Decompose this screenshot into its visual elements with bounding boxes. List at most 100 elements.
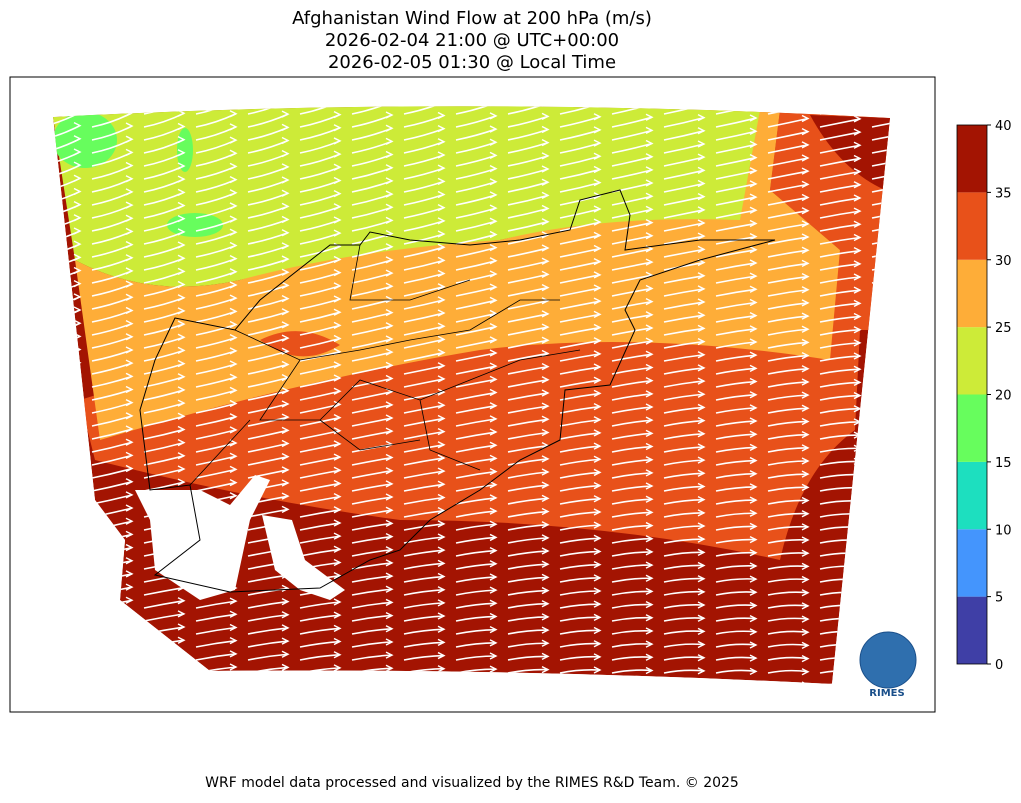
streamline: [351, 351, 393, 362]
arrowhead: [593, 139, 602, 147]
streamline: [663, 156, 705, 167]
streamline: [53, 322, 81, 336]
streamline: [715, 380, 757, 388]
streamline: [195, 442, 237, 453]
arrowhead: [541, 428, 550, 437]
arrowhead: [853, 286, 862, 294]
arrowhead: [801, 351, 810, 360]
streamline: [143, 547, 185, 557]
streamline: [715, 222, 757, 232]
arrowhead: [853, 352, 862, 360]
streamline: [767, 341, 809, 349]
streamline: [299, 495, 341, 505]
arrowhead: [801, 562, 810, 571]
arrowhead: [906, 393, 912, 399]
streamline: [559, 484, 601, 492]
streamline: [767, 643, 809, 648]
arrowhead: [697, 258, 706, 267]
streamline: [403, 106, 445, 115]
arrowhead: [281, 466, 290, 474]
arrowhead: [385, 348, 394, 356]
arrowhead: [437, 111, 446, 120]
streamline: [53, 520, 81, 531]
arrowhead: [73, 517, 82, 525]
arrowhead: [697, 298, 706, 306]
arrowhead: [281, 584, 290, 593]
streamline: [819, 249, 861, 258]
tick-label: 10: [995, 523, 1012, 538]
arrowhead: [229, 413, 238, 421]
streamline: [247, 627, 289, 635]
streamline: [715, 578, 757, 583]
streamline: [351, 404, 393, 414]
arrowhead: [385, 256, 394, 264]
arrowhead: [645, 403, 654, 411]
arrowhead: [229, 571, 238, 579]
streamline: [871, 276, 890, 284]
arrowhead: [125, 675, 134, 683]
arrowhead: [229, 597, 238, 605]
colorbar-segment: [957, 192, 987, 260]
arrowhead: [593, 481, 602, 490]
arrowhead: [853, 563, 862, 571]
arrowhead: [749, 535, 758, 544]
arrowhead: [385, 677, 394, 684]
arrowhead: [906, 327, 912, 333]
arrowhead: [333, 387, 342, 395]
streamline: [195, 587, 237, 596]
arrowhead: [541, 349, 550, 358]
streamline: [663, 106, 705, 115]
arrowhead: [593, 376, 602, 384]
streamline: [819, 276, 861, 284]
arrowhead: [906, 274, 912, 280]
streamline: [299, 522, 341, 531]
streamline: [455, 615, 497, 622]
arrowhead: [333, 466, 342, 474]
streamline: [53, 335, 81, 349]
arrowhead: [489, 639, 498, 647]
streamline: [507, 616, 549, 622]
arrowhead: [541, 283, 550, 292]
arrowhead: [645, 640, 654, 648]
arrowhead: [385, 651, 394, 659]
arrowhead: [697, 193, 706, 201]
arrowhead: [749, 615, 758, 623]
streamline: [299, 627, 341, 635]
streamline: [767, 552, 809, 557]
arrowhead: [749, 601, 758, 610]
streamline: [871, 106, 890, 115]
arrowhead: [73, 424, 82, 433]
arrowhead: [177, 267, 186, 275]
arrowhead: [853, 378, 862, 387]
streamline: [507, 655, 549, 661]
arrowhead: [229, 399, 238, 408]
arrowhead: [645, 258, 654, 266]
arrowhead: [645, 666, 654, 675]
streamline: [559, 432, 601, 440]
streamline: [143, 599, 185, 609]
streamline: [351, 469, 393, 479]
arrowhead: [645, 297, 654, 306]
streamline: [455, 352, 497, 362]
arrowhead: [697, 627, 706, 636]
arrowhead: [385, 124, 394, 132]
arrowhead: [593, 402, 602, 411]
colorbar-segment: [957, 259, 987, 328]
arrowhead: [906, 433, 912, 439]
arrowhead: [282, 98, 288, 104]
streamline: [663, 512, 705, 518]
arrowhead: [749, 219, 758, 228]
colorbar-segment: [957, 596, 987, 664]
streamline: [403, 681, 445, 684]
arrowhead: [749, 562, 758, 570]
arrowhead: [333, 124, 342, 132]
arrowhead: [489, 678, 498, 684]
streamline: [611, 393, 653, 401]
streamline: [403, 391, 445, 401]
arrowhead: [229, 531, 238, 539]
streamline: [403, 483, 445, 492]
arrowhead: [697, 337, 706, 346]
arrowhead: [593, 271, 602, 279]
title: Afghanistan Wind Flow at 200 hPa (m/s): [292, 8, 652, 29]
arrowhead: [73, 411, 82, 420]
